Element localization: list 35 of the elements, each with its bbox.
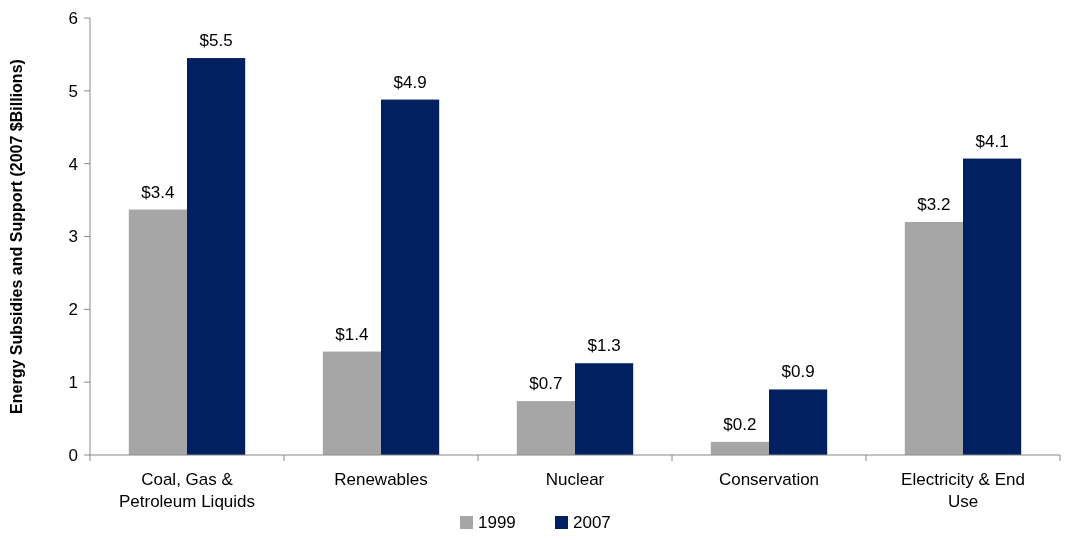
y-tick-label: 1 <box>68 373 78 393</box>
bar <box>904 221 963 455</box>
y-tick-label: 4 <box>68 154 78 174</box>
x-tick-label: Coal, Gas & Petroleum Liquids <box>118 470 256 511</box>
x-tick-label: Renewables <box>334 470 428 489</box>
y-axis-title: Energy Subsidies and Support (2007 $Billions) <box>8 59 25 414</box>
bar <box>710 441 769 455</box>
y-tick-label: 6 <box>68 8 78 28</box>
y-tick-label: 0 <box>68 445 78 465</box>
y-tick-label: 5 <box>68 81 78 101</box>
bar <box>322 351 381 455</box>
data-label: $1.4 <box>335 324 369 344</box>
bar <box>963 158 1022 455</box>
data-label: $5.5 <box>199 31 233 51</box>
x-tick-label: Electricity & End Use <box>901 470 1025 511</box>
y-tick-label: 2 <box>68 300 78 320</box>
data-label: $4.1 <box>975 131 1009 151</box>
bar <box>187 58 246 455</box>
bar <box>516 401 575 455</box>
x-tick-label: Nuclear <box>545 470 605 489</box>
x-tick-label: Conservation <box>718 470 820 489</box>
y-tick-label: 3 <box>68 227 78 247</box>
bar <box>381 99 440 455</box>
legend-label: 1999 <box>478 513 516 532</box>
bar <box>575 363 634 455</box>
legend-label: 2007 <box>573 513 611 532</box>
data-label: $0.2 <box>723 414 757 434</box>
data-label: $3.2 <box>917 194 951 214</box>
bar <box>769 389 828 455</box>
bar <box>128 209 187 455</box>
data-label: $0.9 <box>781 362 815 382</box>
data-label: $0.7 <box>529 374 563 394</box>
data-label: $4.9 <box>393 72 427 92</box>
data-label: $3.4 <box>141 182 175 202</box>
data-label: $1.3 <box>587 336 621 356</box>
